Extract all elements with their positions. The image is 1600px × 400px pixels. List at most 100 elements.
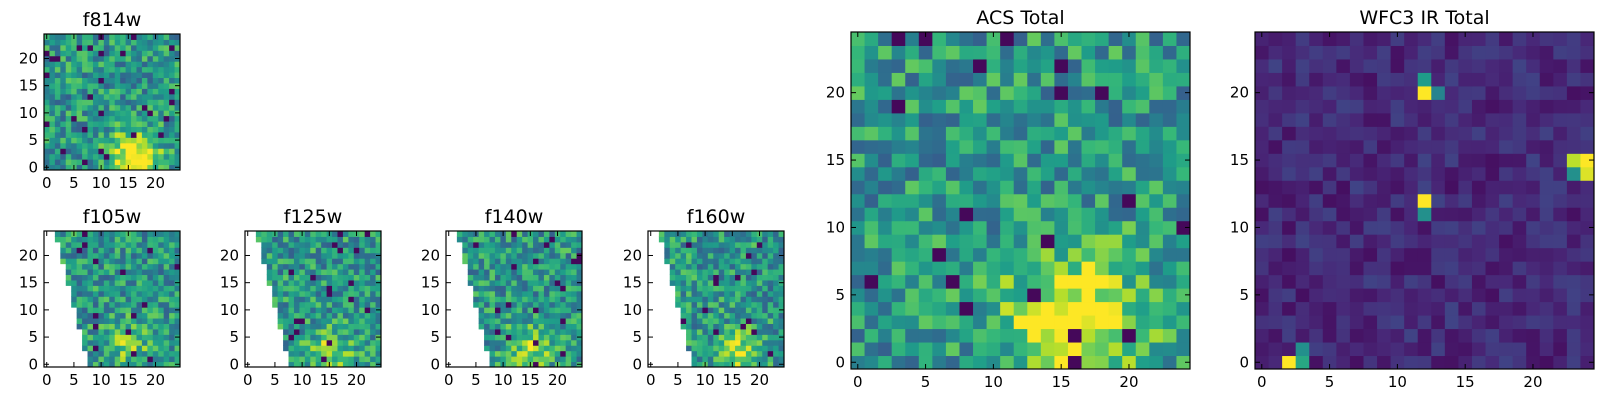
pixel bbox=[767, 328, 774, 335]
pixel bbox=[565, 323, 572, 330]
pixel bbox=[905, 180, 920, 195]
pixel bbox=[131, 82, 137, 89]
pixel bbox=[702, 279, 709, 286]
pixel bbox=[98, 66, 105, 73]
pixel bbox=[152, 39, 159, 46]
pixel bbox=[359, 290, 366, 297]
pixel bbox=[1027, 288, 1042, 303]
pixel bbox=[932, 32, 947, 46]
pixel bbox=[158, 164, 165, 171]
pixel bbox=[511, 345, 518, 352]
pixel bbox=[1054, 126, 1069, 141]
pixel bbox=[114, 231, 121, 237]
pixel bbox=[713, 274, 720, 281]
pixel bbox=[1485, 32, 1500, 46]
pixel bbox=[131, 115, 137, 122]
pixel bbox=[505, 258, 512, 265]
pixel bbox=[147, 252, 154, 259]
pixel bbox=[538, 312, 545, 319]
pixel bbox=[713, 247, 720, 254]
pixel bbox=[1149, 234, 1164, 249]
pixel bbox=[1322, 45, 1337, 60]
pixel bbox=[1162, 139, 1177, 154]
pixel bbox=[109, 334, 116, 341]
pixel bbox=[109, 142, 116, 149]
pixel bbox=[773, 290, 780, 297]
pixel bbox=[103, 110, 110, 117]
pixel bbox=[767, 252, 774, 259]
pixel bbox=[522, 236, 529, 243]
pixel bbox=[740, 350, 747, 357]
pixel bbox=[1322, 207, 1337, 222]
pixel bbox=[1553, 180, 1568, 195]
pixel bbox=[1363, 166, 1378, 181]
pixel bbox=[751, 301, 758, 308]
pixel bbox=[707, 258, 714, 265]
pixel bbox=[87, 328, 94, 335]
x-tick-label: 0 bbox=[1257, 373, 1267, 391]
pixel bbox=[484, 231, 491, 237]
pixel bbox=[1081, 234, 1096, 249]
pixel bbox=[494, 312, 501, 319]
pixel bbox=[114, 34, 121, 40]
pixel bbox=[1149, 32, 1164, 46]
pixel bbox=[959, 234, 974, 249]
pixel bbox=[735, 350, 741, 357]
pixel bbox=[76, 296, 83, 303]
pixel bbox=[60, 121, 67, 127]
pixel bbox=[522, 350, 529, 357]
pixel bbox=[505, 285, 512, 292]
pixel bbox=[1580, 99, 1595, 114]
pixel bbox=[505, 263, 512, 270]
pixel bbox=[1295, 45, 1310, 60]
pixel bbox=[283, 328, 290, 335]
pixel bbox=[533, 231, 539, 237]
pixel bbox=[484, 269, 491, 276]
pixel bbox=[1135, 288, 1150, 303]
pixel bbox=[489, 345, 496, 352]
pixel bbox=[1580, 45, 1595, 60]
pixel bbox=[1027, 328, 1042, 343]
pixel bbox=[103, 301, 110, 308]
pixel bbox=[109, 50, 116, 57]
pixel bbox=[76, 241, 83, 248]
pixel bbox=[473, 279, 480, 286]
pixel bbox=[141, 99, 148, 106]
pixel bbox=[342, 345, 349, 352]
pixel bbox=[82, 131, 89, 138]
pixel bbox=[851, 274, 866, 289]
pixel bbox=[49, 61, 56, 68]
pixel bbox=[1458, 85, 1473, 100]
pixel bbox=[745, 339, 752, 346]
pixel bbox=[49, 142, 56, 149]
pixel bbox=[76, 126, 83, 133]
pixel bbox=[686, 252, 693, 259]
pixel bbox=[576, 247, 583, 254]
pixel bbox=[120, 263, 127, 270]
pixel bbox=[71, 247, 78, 254]
pixel bbox=[511, 328, 518, 335]
pixel bbox=[494, 350, 501, 357]
pixel bbox=[103, 274, 110, 281]
pixel bbox=[98, 350, 105, 357]
pixel bbox=[718, 361, 725, 368]
pixel bbox=[169, 290, 176, 297]
pixel bbox=[87, 34, 94, 40]
pixel bbox=[554, 258, 561, 265]
pixel bbox=[141, 121, 148, 127]
pixel bbox=[65, 104, 72, 111]
pixel bbox=[158, 350, 165, 357]
pixel bbox=[348, 269, 355, 276]
pixel bbox=[375, 285, 382, 292]
y-tick-label: 10 bbox=[19, 104, 38, 122]
pixel bbox=[516, 274, 523, 281]
pixel bbox=[778, 269, 785, 276]
pixel bbox=[713, 345, 720, 352]
pixel bbox=[92, 274, 99, 281]
pixel bbox=[756, 290, 763, 297]
pixel bbox=[500, 290, 507, 297]
pixel bbox=[120, 44, 127, 51]
pixel bbox=[1431, 153, 1446, 168]
pixel bbox=[500, 328, 507, 335]
pixel bbox=[767, 296, 774, 303]
